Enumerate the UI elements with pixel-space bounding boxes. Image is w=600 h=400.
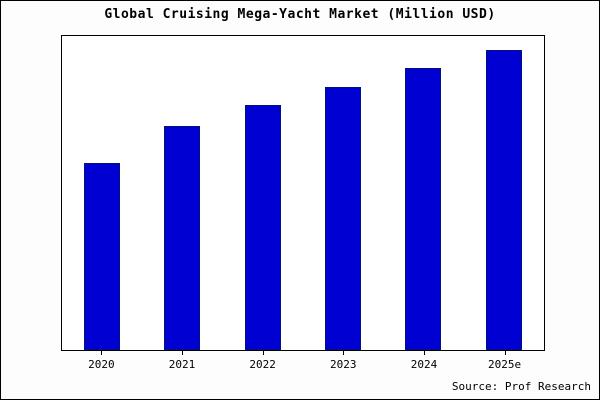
x-tick-mark bbox=[262, 351, 264, 355]
x-tick-label-2020: 2020 bbox=[83, 351, 119, 371]
bar-2023 bbox=[325, 87, 362, 350]
source-note: Source: Prof Research bbox=[451, 380, 591, 393]
x-tick-label-2024: 2024 bbox=[406, 351, 442, 371]
x-tick-text: 2023 bbox=[330, 358, 357, 371]
bar-2022 bbox=[244, 105, 281, 350]
bar-2020 bbox=[84, 163, 121, 350]
x-tick-mark bbox=[504, 351, 506, 355]
x-tick-label-2025e: 2025e bbox=[487, 351, 523, 371]
chart-title: Global Cruising Mega-Yacht Market (Milli… bbox=[104, 7, 496, 22]
bar-2025e bbox=[485, 50, 522, 350]
x-tick-label-2022: 2022 bbox=[245, 351, 281, 371]
x-axis-labels: 2020 2021 2022 2023 2024 2025e bbox=[61, 351, 545, 371]
x-tick-text: 2021 bbox=[168, 358, 196, 371]
x-tick-text: 2024 bbox=[410, 358, 438, 371]
bar-2021 bbox=[164, 126, 201, 350]
x-tick-mark bbox=[181, 351, 183, 355]
x-tick-mark bbox=[101, 351, 103, 355]
x-tick-label-2021: 2021 bbox=[164, 351, 200, 371]
x-tick-text: 2025e bbox=[488, 358, 522, 371]
x-tick-mark bbox=[423, 351, 425, 355]
plot-area bbox=[61, 35, 545, 351]
x-tick-label-2023: 2023 bbox=[325, 351, 361, 371]
x-tick-mark bbox=[343, 351, 345, 355]
x-tick-text: 2022 bbox=[249, 358, 276, 371]
x-tick-text: 2020 bbox=[88, 358, 115, 371]
bar-2024 bbox=[405, 68, 442, 350]
